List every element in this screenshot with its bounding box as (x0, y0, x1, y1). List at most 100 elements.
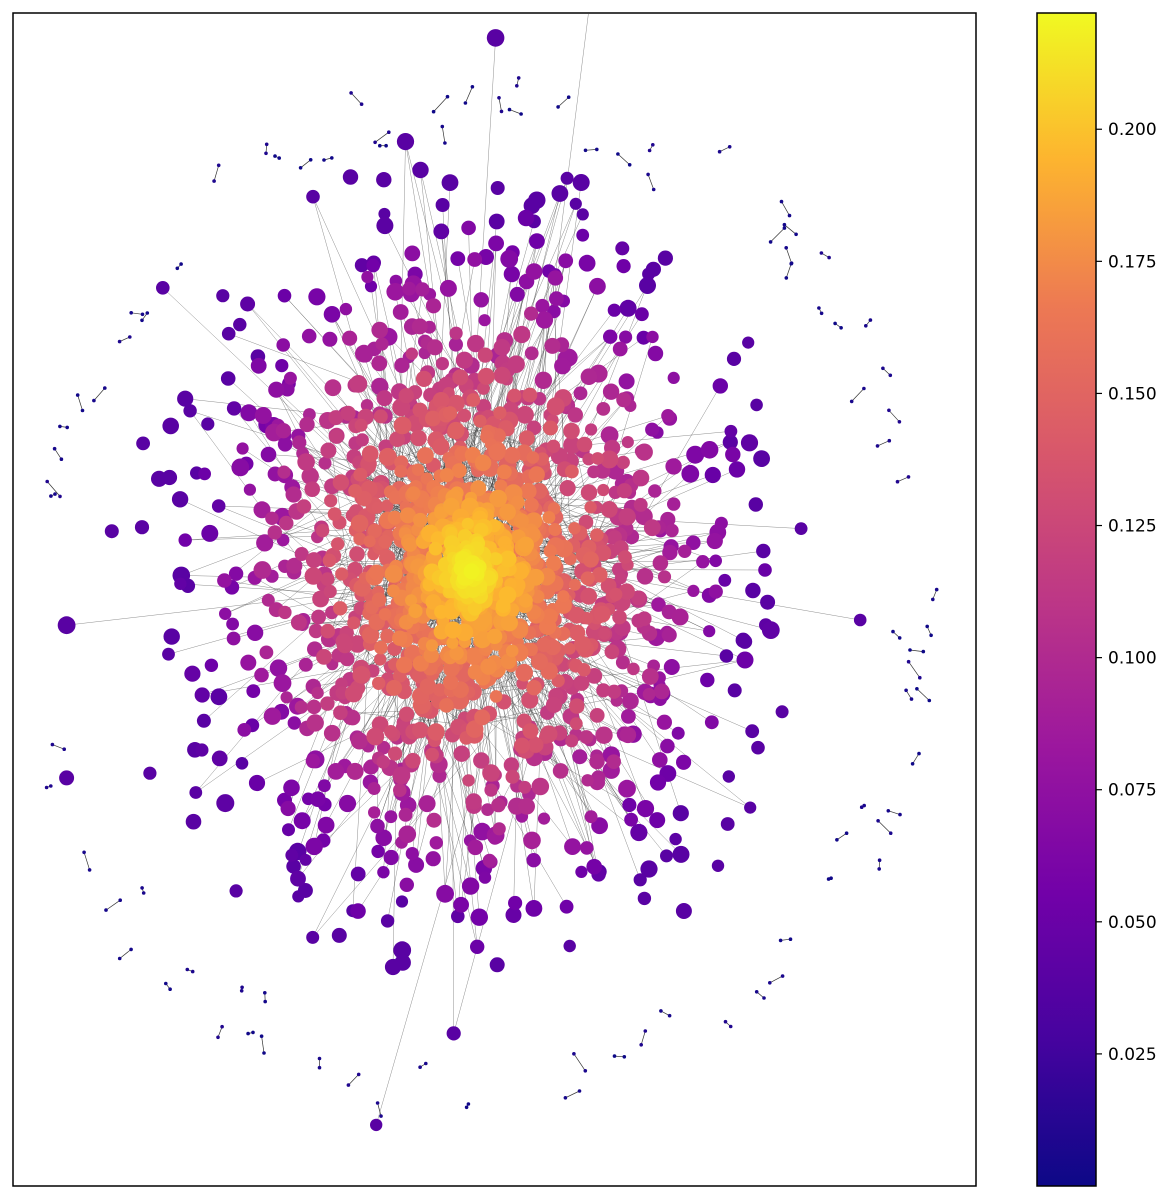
graph-node (353, 532, 367, 546)
peripheral-node (782, 226, 787, 230)
graph-node (645, 422, 660, 437)
graph-node (286, 557, 303, 574)
graph-node (201, 524, 219, 542)
graph-node (425, 410, 441, 427)
graph-node (542, 511, 556, 524)
graph-node (606, 754, 621, 769)
graph-node (384, 565, 403, 583)
graph-node (408, 603, 423, 619)
graph-node (443, 674, 459, 690)
graph-node (575, 865, 588, 879)
peripheral-node (728, 1024, 733, 1029)
graph-node (229, 884, 243, 898)
peripheral-node (464, 1105, 469, 1110)
graph-node (439, 698, 454, 713)
peripheral-node (651, 143, 655, 147)
graph-node (355, 344, 373, 363)
graph-node (261, 593, 275, 607)
peripheral-node (65, 425, 69, 430)
peripheral-node (317, 1056, 322, 1061)
peripheral-node (264, 151, 268, 156)
graph-node (627, 662, 640, 676)
graph-node (544, 337, 561, 354)
graph-node (320, 696, 335, 711)
peripheral-node (627, 163, 632, 167)
graph-node (700, 441, 719, 459)
graph-node (648, 484, 662, 498)
graph-node (297, 883, 313, 898)
graph-node (404, 245, 421, 262)
graph-node (740, 434, 759, 452)
graph-node (675, 903, 692, 919)
graph-node (745, 724, 760, 739)
graph-node (753, 450, 770, 467)
graph-node (722, 434, 738, 450)
edge (617, 153, 630, 166)
graph-node (377, 866, 390, 879)
nodes-layer (57, 29, 867, 1132)
graph-node (467, 334, 485, 353)
graph-node (704, 715, 719, 730)
graph-node (441, 174, 459, 192)
graph-node (305, 753, 321, 769)
graph-node (618, 508, 636, 526)
graph-node (331, 537, 345, 551)
graph-node (618, 779, 636, 798)
graph-node (482, 764, 500, 782)
graph-node (516, 405, 534, 424)
graph-node (348, 635, 367, 653)
peripheral-node (259, 1034, 264, 1038)
graph-node (327, 763, 345, 780)
graph-node (399, 507, 416, 524)
graph-node (853, 613, 867, 627)
graph-node (600, 450, 619, 469)
graph-node (649, 812, 666, 829)
graph-node (377, 740, 391, 755)
graph-node (662, 544, 678, 561)
peripheral-node (595, 147, 599, 152)
peripheral-node (140, 312, 145, 317)
graph-node (320, 623, 336, 639)
peripheral-node (563, 1096, 568, 1100)
graph-node (631, 590, 646, 606)
peripheral-node (918, 675, 922, 680)
edge (784, 224, 797, 235)
graph-node (618, 373, 635, 390)
graph-node (240, 296, 256, 312)
peripheral-node (556, 105, 560, 109)
graph-node (630, 823, 648, 842)
peripheral-node (129, 311, 133, 315)
peripheral-node (82, 850, 86, 855)
graph-node (478, 249, 494, 265)
peripheral-node (784, 276, 789, 280)
graph-node (642, 687, 656, 701)
graph-node (280, 691, 293, 704)
graph-node (405, 594, 418, 607)
peripheral-node (864, 324, 868, 328)
graph-node (368, 564, 385, 581)
graph-node (660, 738, 675, 754)
graph-node (425, 594, 442, 610)
graph-node (564, 838, 581, 855)
peripheral-node (470, 85, 475, 89)
graph-node (211, 750, 228, 767)
graph-node (636, 800, 655, 818)
graph-node (178, 533, 192, 547)
graph-node (269, 659, 288, 677)
graph-node (306, 699, 322, 715)
graph-node (344, 684, 363, 703)
peripheral-node (583, 1069, 588, 1073)
graph-node (280, 800, 296, 817)
peripheral-node (909, 697, 914, 701)
peripheral-node (839, 326, 843, 330)
graph-node (406, 486, 421, 501)
graph-node (543, 544, 557, 558)
peripheral-node (378, 143, 382, 148)
graph-node (534, 371, 553, 389)
colorbar-tick-label: 0.050 (1108, 913, 1157, 933)
graph-node (603, 329, 618, 344)
peripheral-node (87, 868, 92, 872)
graph-node (393, 783, 407, 797)
graph-node (276, 338, 291, 352)
graph-node (380, 914, 395, 928)
